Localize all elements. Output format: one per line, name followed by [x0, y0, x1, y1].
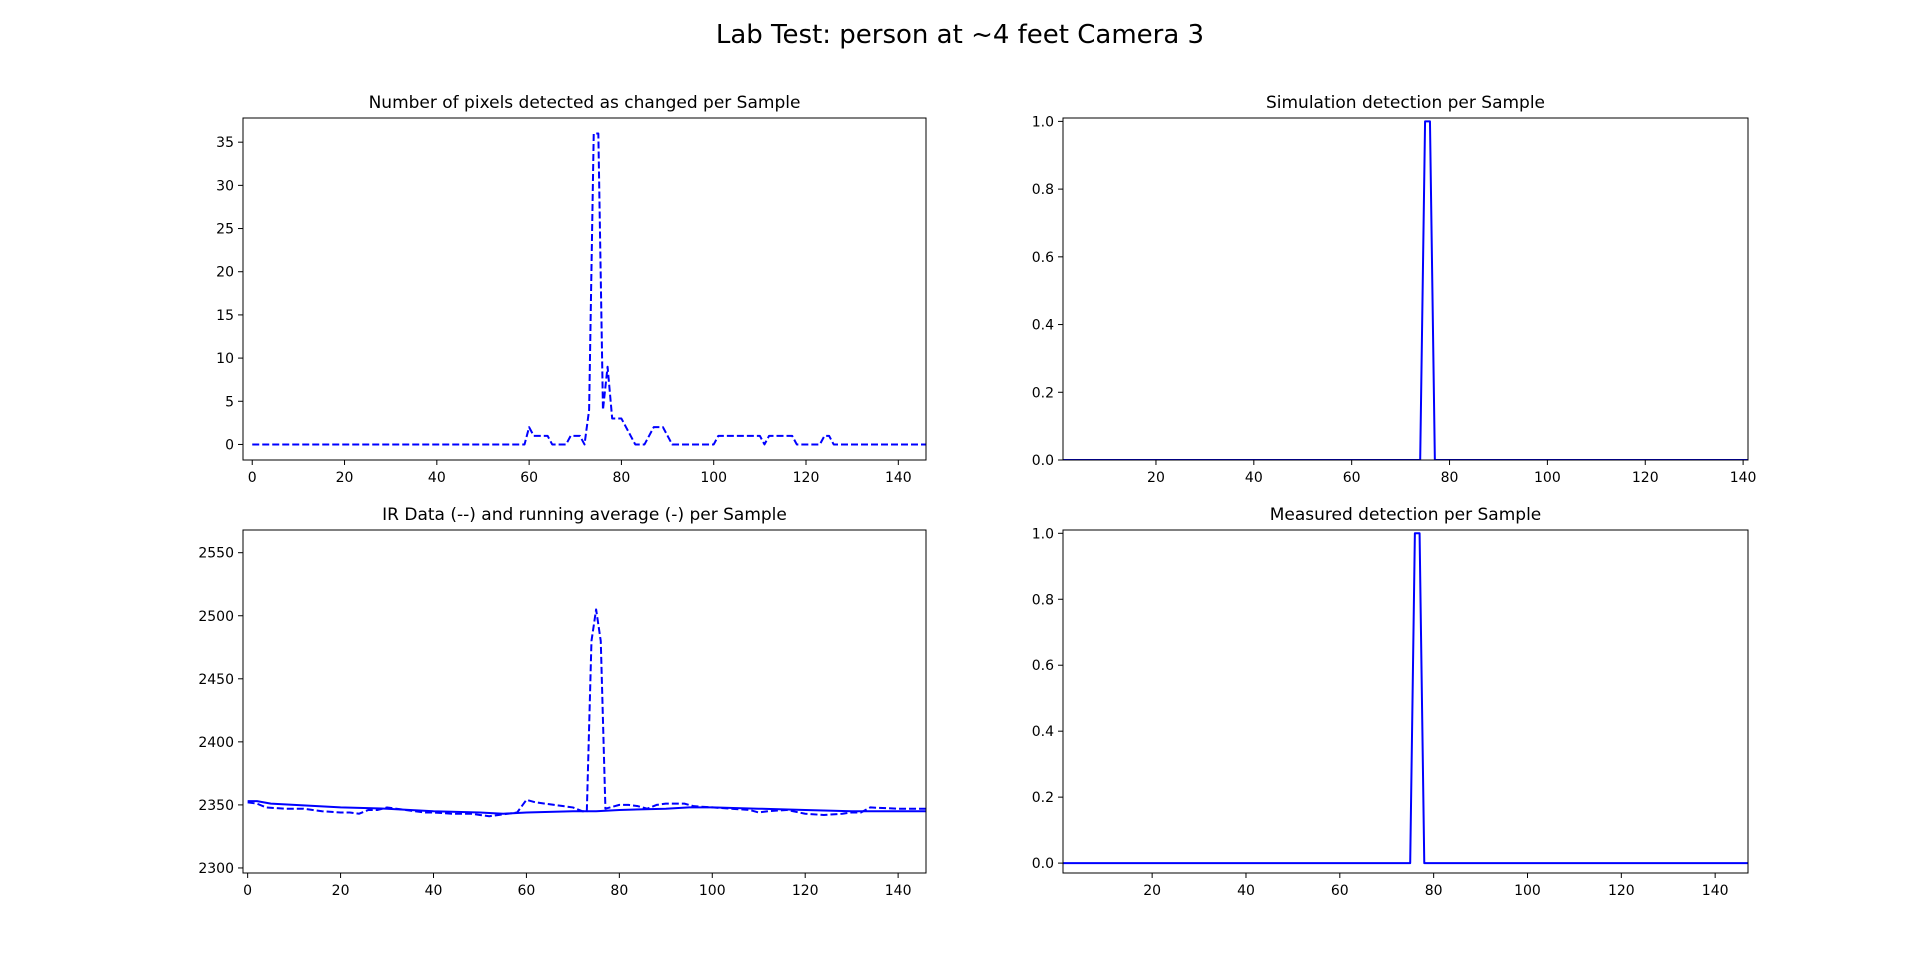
ir-data-xtick-label: 120 — [792, 883, 819, 899]
ir-data-ytick-label: 2500 — [198, 609, 234, 625]
measured-detection-xtick-label: 60 — [1331, 883, 1349, 899]
ir-data-title: IR Data (--) and running average (-) per… — [382, 505, 787, 525]
ir-data-series-line-solid — [247, 800, 926, 815]
ir-data-xtick-label: 60 — [518, 883, 536, 899]
simulation-detection-xtick-label: 20 — [1147, 470, 1165, 486]
simulation-detection-ytick-label: 1.0 — [1032, 114, 1054, 130]
changed-pixels-xtick-label: 60 — [520, 470, 538, 486]
changed-pixels-xtick-label: 100 — [700, 470, 727, 486]
measured-detection-ytick-label: 1.0 — [1032, 526, 1054, 542]
measured-detection-ytick-label: 0.6 — [1032, 658, 1054, 674]
changed-pixels-xtick-label: 80 — [613, 470, 631, 486]
changed-pixels-axes: Number of pixels detected as changed per… — [216, 93, 927, 486]
measured-detection-ytick-label: 0.0 — [1032, 856, 1054, 872]
measured-detection-xtick-label: 100 — [1514, 883, 1541, 899]
figure-title: Lab Test: person at ~4 feet Camera 3 — [715, 20, 1205, 50]
changed-pixels-xtick-label: 140 — [885, 470, 912, 486]
measured-detection-axes: Measured detection per Sample 20 40 60 80 100… — [1032, 505, 1749, 899]
simulation-detection-ytick-label: 0.2 — [1032, 385, 1054, 401]
ir-data-xtick-label: 0 — [243, 883, 252, 899]
measured-detection-frame — [1062, 529, 1749, 874]
changed-pixels-ytick-label: 35 — [216, 135, 234, 151]
simulation-detection-ytick-label: 0.6 — [1032, 250, 1054, 266]
measured-detection-series-line-solid — [1063, 532, 1748, 865]
changed-pixels-ytick-label: 25 — [216, 222, 234, 238]
changed-pixels-xtick-label: 40 — [428, 470, 446, 486]
measured-detection-xtick-label: 80 — [1425, 883, 1443, 899]
simulation-detection-xtick-label: 60 — [1343, 470, 1361, 486]
ir-data-ytick-label: 2300 — [198, 861, 234, 877]
changed-pixels-frame — [242, 117, 927, 461]
simulation-detection-axes: Simulation detection per Sample 20 40 60 80 1… — [1032, 93, 1757, 486]
simulation-detection-xtick-label: 120 — [1632, 470, 1659, 486]
changed-pixels-ytick-label: 5 — [225, 394, 234, 410]
simulation-detection-xtick-label: 100 — [1534, 470, 1561, 486]
simulation-detection-ytick-label: 0.4 — [1032, 318, 1054, 334]
simulation-detection-xtick-label: 80 — [1441, 470, 1459, 486]
ir-data-series-line-dashed — [247, 608, 926, 818]
measured-detection-ytick-label: 0.2 — [1032, 790, 1054, 806]
simulation-detection-ytick-label: 0.8 — [1032, 182, 1054, 198]
simulation-detection-title: Simulation detection per Sample — [1266, 93, 1545, 113]
ir-data-ytick-label: 2450 — [198, 672, 234, 688]
changed-pixels-ytick-label: 30 — [216, 178, 234, 194]
ir-data-xtick-label: 100 — [699, 883, 726, 899]
measured-detection-ytick-label: 0.4 — [1032, 724, 1054, 740]
measured-detection-xtick-label: 20 — [1143, 883, 1161, 899]
measured-detection-xtick-label: 140 — [1702, 883, 1729, 899]
ir-data-xtick-label: 20 — [332, 883, 350, 899]
changed-pixels-title: Number of pixels detected as changed per… — [369, 93, 801, 113]
changed-pixels-xtick-label: 20 — [336, 470, 354, 486]
simulation-detection-ytick-label: 0.0 — [1032, 453, 1054, 469]
measured-detection-title: Measured detection per Sample — [1270, 505, 1542, 525]
simulation-detection-xtick-label: 140 — [1730, 470, 1757, 486]
changed-pixels-ytick-label: 20 — [216, 265, 234, 281]
ir-data-ytick-label: 2350 — [198, 798, 234, 814]
changed-pixels-xtick-label: 0 — [248, 470, 257, 486]
ir-data-ytick-label: 2400 — [198, 735, 234, 751]
ir-data-frame — [242, 529, 927, 874]
ir-data-ytick-label: 2550 — [198, 546, 234, 562]
changed-pixels-ytick-label: 0 — [225, 437, 234, 453]
changed-pixels-ytick-label: 10 — [216, 351, 234, 367]
changed-pixels-xtick-label: 120 — [793, 470, 820, 486]
measured-detection-xtick-label: 120 — [1608, 883, 1635, 899]
measured-detection-xtick-label: 40 — [1237, 883, 1255, 899]
measured-detection-ytick-label: 0.8 — [1032, 592, 1054, 608]
ir-data-xtick-label: 80 — [610, 883, 628, 899]
ir-data-xtick-label: 140 — [885, 883, 912, 899]
changed-pixels-series-line-dashed — [252, 132, 926, 446]
ir-data-axes: IR Data (--) and running average (-) per… — [198, 505, 927, 899]
simulation-detection-xtick-label: 40 — [1245, 470, 1263, 486]
ir-data-xtick-label: 40 — [425, 883, 443, 899]
simulation-detection-series-line-solid — [1063, 120, 1748, 460]
simulation-detection-frame — [1062, 117, 1749, 461]
changed-pixels-ytick-label: 15 — [216, 308, 234, 324]
